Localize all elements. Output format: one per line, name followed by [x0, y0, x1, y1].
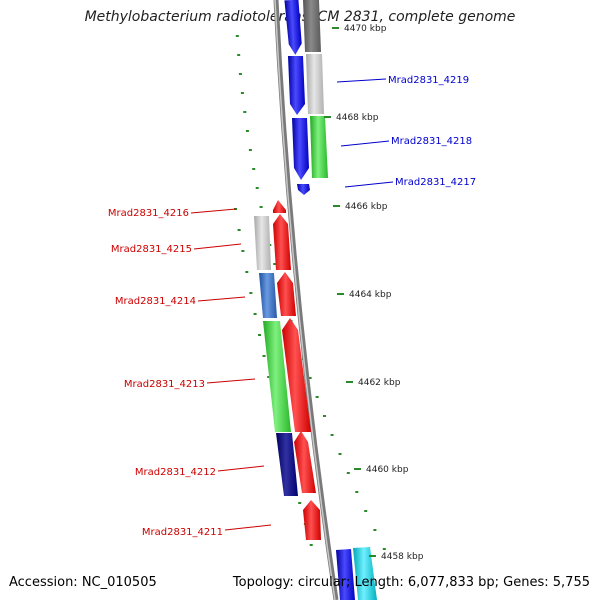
gene-arrow-red	[273, 214, 291, 270]
ruler-dot	[258, 334, 261, 336]
ruler-dot	[245, 130, 249, 132]
genome-backbone	[273, 0, 339, 600]
ruler-dot	[298, 502, 302, 504]
tick-label: 4460 kbp	[366, 465, 409, 475]
map-title: Methylobacterium radiotolerans JCM 2831,…	[84, 9, 516, 25]
gene-block-grey	[254, 216, 271, 270]
gene-label-reverse[interactable]: Mrad2831_4214	[115, 296, 196, 307]
ruler-dot	[330, 434, 334, 436]
gene-arrow-blue	[288, 56, 305, 115]
gene-label-reverse[interactable]: Mrad2831_4215	[111, 244, 192, 255]
ruler-dot	[241, 250, 245, 252]
gene-arrow-blue	[292, 118, 309, 180]
ruler-dot	[373, 529, 377, 531]
tick-mark	[333, 205, 340, 207]
tick-mark	[324, 116, 331, 118]
gene-block-navy	[276, 433, 298, 496]
tick-label: 4464 kbp	[349, 290, 392, 300]
gene-leader-line	[197, 296, 246, 302]
gene-label-forward[interactable]: Mrad2831_4218	[391, 136, 472, 147]
tick-mark	[354, 468, 361, 470]
ruler-dot	[259, 206, 263, 208]
gene-leader-line	[224, 524, 272, 531]
gene-label-reverse[interactable]: Mrad2831_4211	[142, 527, 223, 538]
coordinate-ticks: 4470 kbp 4468 kbp 4466 kbp 4464 kbp 4462 kbp…	[324, 24, 424, 562]
topology-summary: Topology: circular; Length: 6,077,833 bp…	[232, 575, 590, 590]
ruler-dot	[267, 376, 271, 378]
tick-label: 4466 kbp	[345, 202, 388, 212]
forward-strand-genes-bottom	[336, 547, 377, 600]
tick-mark	[337, 293, 344, 295]
ruler-dot	[240, 92, 244, 94]
gene-arrow-red	[273, 200, 286, 213]
tick-mark	[346, 381, 353, 383]
ruler-dot	[364, 510, 368, 512]
ruler-dot	[252, 168, 256, 170]
gene-arrow-blue	[336, 549, 355, 600]
reverse-strand-genes	[254, 200, 321, 540]
genome-backbone-highlight	[274, 0, 336, 600]
gene-block-green	[263, 321, 291, 432]
ruler-dot	[238, 73, 242, 75]
gene-label-forward[interactable]: Mrad2831_4219	[388, 75, 469, 86]
gene-leader-line	[340, 140, 390, 147]
ruler-dot	[355, 491, 359, 493]
tick-label: 4468 kbp	[336, 113, 379, 123]
tick-mark	[369, 555, 376, 557]
ruler-dot	[249, 292, 253, 294]
gene-arrow-red	[294, 431, 316, 493]
tick-mark	[332, 27, 339, 29]
gene-leader-line	[206, 378, 256, 384]
gene-arrow-blue	[297, 184, 310, 195]
tick-label: 4462 kbp	[358, 378, 401, 388]
tick-label: 4470 kbp	[344, 24, 387, 34]
gene-block-cyan	[353, 547, 377, 600]
gene-block-darkgrey	[303, 0, 321, 52]
tick-label: 4458 kbp	[381, 552, 424, 562]
gene-arrow-red	[282, 318, 311, 432]
gene-leader-line	[193, 243, 242, 250]
ruler-dot	[262, 355, 266, 357]
gene-leader-line	[190, 208, 237, 214]
ruler-dot	[382, 548, 386, 550]
ruler-dot	[253, 313, 257, 315]
ruler-dot	[237, 54, 241, 56]
ruler-dot	[255, 187, 259, 189]
forward-strand-genes	[284, 0, 328, 195]
gene-labels: Mrad2831_4219 Mrad2831_4218 Mrad2831_4217 M…	[108, 75, 476, 538]
ruler-dot	[309, 544, 313, 546]
ruler-dot	[338, 453, 342, 455]
ruler-dot	[237, 229, 241, 231]
ruler-dot	[315, 396, 319, 398]
gene-leader-line	[336, 78, 387, 83]
gene-leader-line	[344, 181, 394, 188]
gene-leader-line	[217, 465, 265, 472]
gene-arrow-red	[303, 500, 321, 540]
ruler-dot	[235, 35, 239, 37]
ruler-dot	[248, 149, 252, 151]
gene-block-grey	[306, 54, 324, 114]
gene-block-green	[310, 116, 328, 178]
gene-label-reverse[interactable]: Mrad2831_4213	[124, 379, 205, 390]
ruler-dot	[245, 271, 249, 273]
gene-label-reverse[interactable]: Mrad2831_4216	[108, 208, 189, 219]
accession-text: Accession: NC_010505	[9, 575, 157, 590]
ruler-dot	[308, 377, 312, 379]
ruler-dot	[346, 472, 350, 474]
gene-arrow-blue	[284, 0, 302, 55]
gene-label-forward[interactable]: Mrad2831_4217	[395, 177, 476, 188]
ruler-dot	[273, 263, 277, 265]
gene-block-steel	[259, 273, 277, 318]
gene-arrow-red	[277, 272, 296, 316]
ruler-dot	[323, 415, 326, 417]
gene-label-reverse[interactable]: Mrad2831_4212	[135, 467, 216, 478]
ruler-dot	[243, 111, 247, 113]
